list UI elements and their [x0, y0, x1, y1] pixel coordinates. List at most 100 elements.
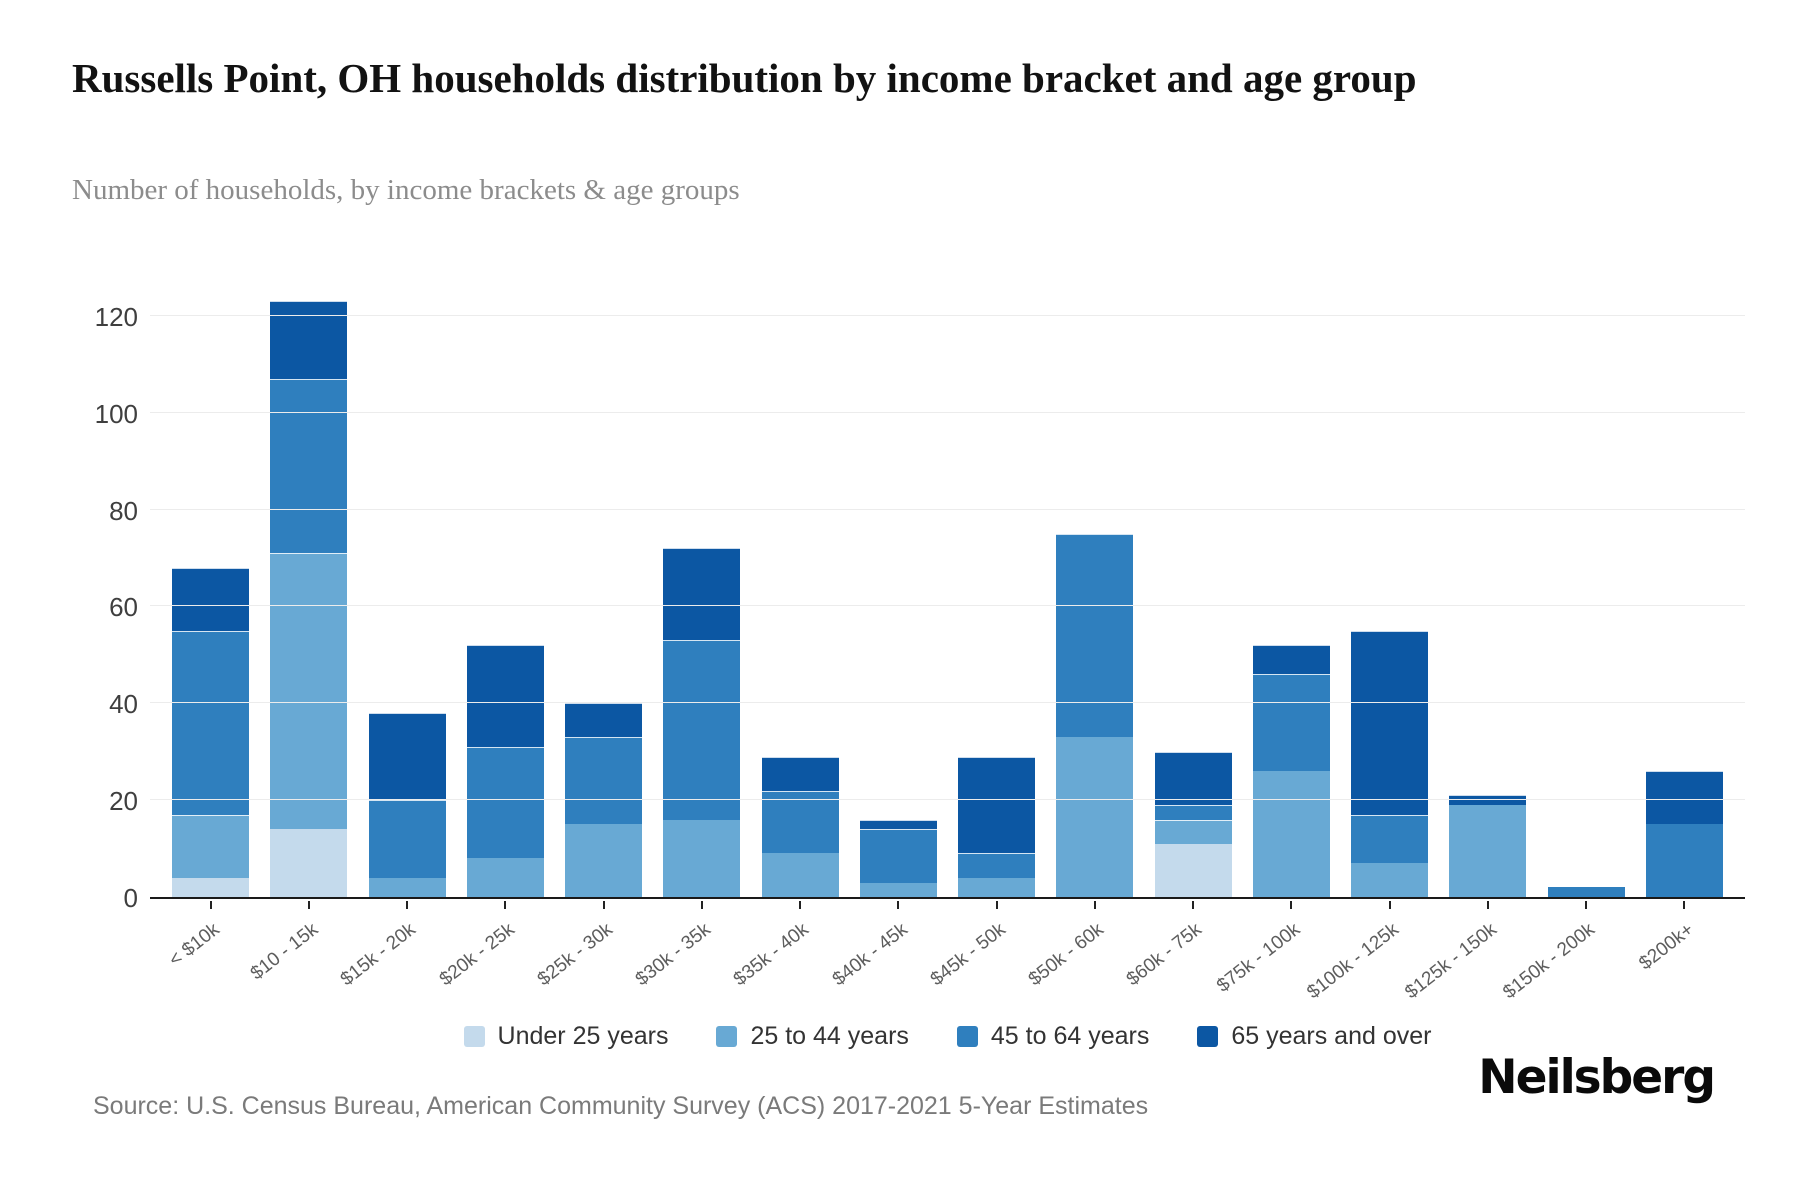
bar-segment[interactable] — [1056, 533, 1134, 738]
bar-segment[interactable] — [466, 645, 544, 747]
plot-area: < $10k $10 - 15k $15k - 20k $20k - 25k $25k … — [150, 255, 1745, 1003]
bar-segment[interactable] — [466, 858, 544, 897]
bar-slot-9: $45k - 50k — [927, 756, 1036, 990]
x-axis-label: $30k - 35k — [631, 919, 715, 991]
bar-segment[interactable] — [1056, 737, 1134, 897]
gridline-y-40 — [150, 702, 1745, 704]
x-axis-label: $25k - 30k — [533, 919, 617, 991]
bar-segment[interactable] — [565, 703, 643, 738]
x-axis-label: $50k - 60k — [1024, 919, 1108, 991]
bar-segment[interactable] — [1351, 863, 1429, 897]
x-axis-tick — [1192, 901, 1195, 909]
source-attribution: Source: U.S. Census Bureau, American Com… — [93, 1092, 1149, 1120]
stacked-bar-5 — [565, 703, 643, 897]
gridline-y-100 — [150, 411, 1745, 413]
bar-segment[interactable] — [663, 640, 741, 820]
x-axis-tick — [504, 901, 507, 909]
x-axis-tick — [602, 901, 605, 909]
bar-segment[interactable] — [859, 819, 937, 830]
bar-segment[interactable] — [761, 853, 839, 897]
x-axis-tick — [1585, 901, 1588, 909]
bar-segment[interactable] — [1154, 819, 1232, 844]
bar-segment[interactable] — [1154, 751, 1232, 806]
gridline-y-60 — [150, 605, 1745, 607]
bar-slot-1: < $10k — [165, 567, 249, 971]
bar-segment[interactable] — [368, 800, 446, 878]
bar-slot-3: $15k - 20k — [337, 712, 446, 990]
legend-item-3[interactable]: 45 to 64 years — [956, 1022, 1149, 1051]
bar-segment[interactable] — [172, 814, 249, 878]
bar-segment[interactable] — [565, 737, 643, 825]
bar-segment[interactable] — [1351, 814, 1429, 864]
x-axis-label: $10 - 15k — [246, 919, 322, 985]
stacked-bar-3 — [368, 712, 446, 897]
bar-segment[interactable] — [368, 877, 446, 897]
bar-segment[interactable] — [270, 829, 348, 897]
x-axis-label: $100k - 125k — [1303, 919, 1403, 1004]
x-axis-tick — [1290, 901, 1293, 909]
bar-segment[interactable] — [1252, 645, 1330, 675]
bar-segment[interactable] — [663, 819, 741, 897]
bar-segment[interactable] — [1449, 805, 1527, 897]
x-axis-label: $150k - 200k — [1499, 919, 1600, 1004]
x-axis-tick — [1388, 901, 1391, 909]
stacked-bar-2 — [270, 301, 348, 897]
bar-segment[interactable] — [1645, 824, 1723, 897]
bar-slot-6: $30k - 35k — [632, 548, 741, 990]
bar-segment[interactable] — [761, 756, 839, 791]
x-axis-label: $200k+ — [1634, 919, 1698, 975]
legend-swatch-icon — [956, 1026, 978, 1047]
y-axis-label-100: 100 — [94, 398, 138, 429]
stacked-bar-6 — [663, 548, 741, 897]
x-axis-tick — [1683, 901, 1686, 909]
bar-segment[interactable] — [368, 712, 446, 801]
stacked-bar-15 — [1547, 887, 1625, 897]
bar-segment[interactable] — [565, 824, 643, 897]
bar-segment[interactable] — [172, 877, 249, 897]
bar-segment[interactable] — [958, 877, 1036, 897]
bar-slot-16: $200k+ — [1635, 771, 1723, 974]
legend-item-1[interactable]: Under 25 years — [463, 1022, 669, 1051]
bar-segment[interactable] — [270, 301, 348, 379]
bar-segment[interactable] — [1547, 887, 1625, 897]
bar-segment[interactable] — [466, 746, 544, 859]
x-axis-label: $45k - 50k — [926, 919, 1010, 991]
bar-segment[interactable] — [1351, 630, 1429, 815]
x-axis-tick — [406, 901, 409, 909]
bar-segment[interactable] — [1645, 771, 1723, 825]
bar-segment[interactable] — [663, 548, 741, 641]
y-axis-label-80: 80 — [109, 495, 138, 526]
bar-slot-2: $10 - 15k — [246, 301, 348, 984]
bar-segment[interactable] — [1154, 805, 1232, 820]
bar-slot-7: $35k - 40k — [730, 756, 839, 990]
legend-item-2[interactable]: 25 to 44 years — [716, 1022, 909, 1051]
stacked-bar-12 — [1252, 645, 1330, 897]
x-axis-label: $20k - 25k — [435, 919, 519, 991]
bar-segment[interactable] — [1252, 674, 1330, 772]
legend-swatch-icon — [463, 1026, 485, 1047]
bar-segment[interactable] — [859, 882, 937, 897]
bar-segment[interactable] — [1252, 771, 1330, 897]
legend-item-4[interactable]: 65 years and over — [1197, 1022, 1431, 1051]
x-axis-tick — [995, 901, 998, 909]
bar-segment[interactable] — [1154, 843, 1232, 897]
bar-segment[interactable] — [958, 853, 1036, 878]
bar-segment[interactable] — [172, 567, 249, 631]
bar-segment[interactable] — [270, 378, 348, 554]
bar-segment[interactable] — [172, 630, 249, 815]
legend-swatch-icon — [1197, 1026, 1219, 1047]
legend: Under 25 years 25 to 44 years 45 to 64 yea… — [150, 1022, 1745, 1051]
bar-slot-11: $60k - 75k — [1123, 751, 1232, 990]
stacked-bar-9 — [958, 756, 1036, 897]
y-axis-label-120: 120 — [94, 301, 138, 332]
x-axis-tick — [307, 901, 310, 909]
bar-segment[interactable] — [859, 829, 937, 883]
bar-segment[interactable] — [761, 790, 839, 854]
legend-label: Under 25 years — [497, 1022, 669, 1050]
x-axis-tick — [799, 901, 802, 909]
bar-segment[interactable] — [270, 553, 348, 830]
x-axis-tick — [897, 901, 900, 909]
neilsberg-logo[interactable]: Neilsberg — [1478, 1050, 1716, 1105]
bar-segment[interactable] — [958, 756, 1036, 854]
x-axis-label: $40k - 45k — [828, 919, 912, 991]
